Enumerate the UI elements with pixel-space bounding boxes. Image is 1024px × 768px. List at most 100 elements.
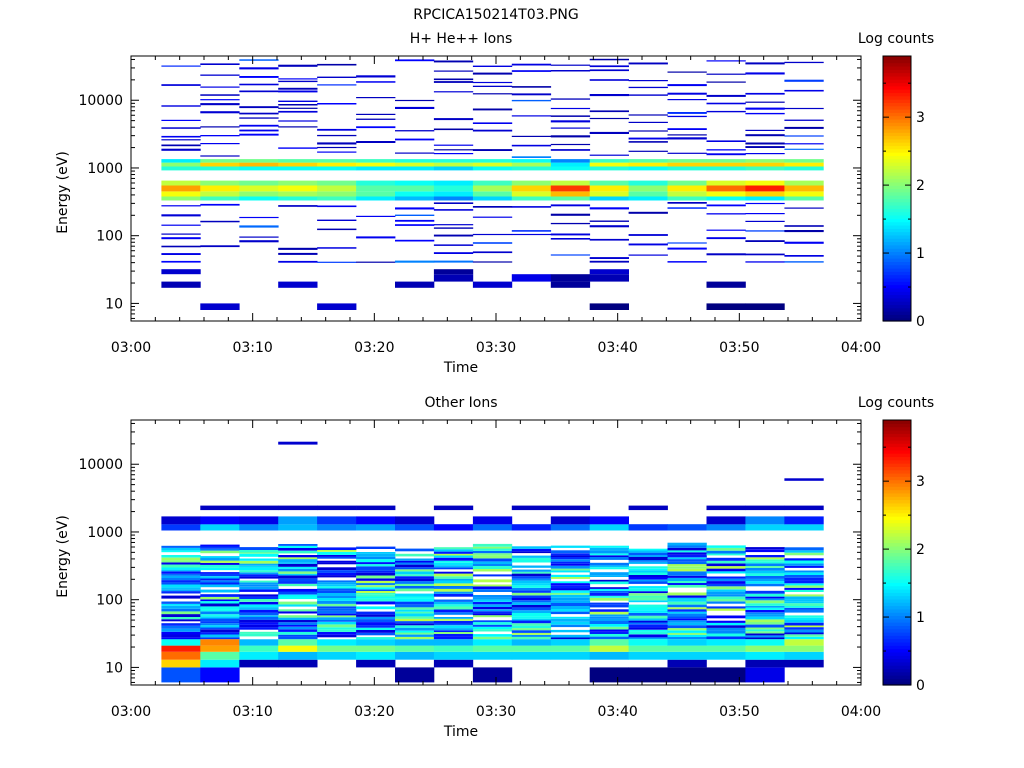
spectrogram-cell: [278, 555, 318, 558]
colorbar-segment: [883, 274, 911, 279]
spectrogram-cell: [784, 639, 824, 646]
spectrogram-cell: [356, 587, 396, 590]
x-tick-label: 04:00: [841, 704, 881, 720]
spectrogram-cell: [511, 571, 552, 574]
spectrogram-cell: [706, 162, 746, 167]
spectrogram-cell: [550, 629, 591, 633]
spectrogram-cell: [433, 659, 474, 668]
spectrogram-cell: [706, 568, 746, 572]
spectrogram-cell: [239, 584, 279, 587]
spectrogram-cell: [356, 637, 396, 640]
spectrogram-cell: [784, 659, 824, 668]
spectrogram-cell: [395, 281, 435, 288]
spectrogram-cell: [667, 564, 707, 567]
spectrogram-cell: [356, 572, 396, 576]
spectrogram-cell: [278, 571, 318, 574]
spectrogram-cell: [706, 180, 746, 186]
spectrogram-cell: [356, 524, 396, 531]
spectrogram-cell: [745, 129, 785, 131]
spectrogram-cell: [433, 244, 474, 246]
spectrogram-cell: [511, 580, 552, 584]
spectrogram-cell: [706, 563, 746, 567]
spectrogram-cell: [200, 103, 240, 106]
spectrogram-cell: [628, 604, 668, 608]
spectrogram-cell: [589, 117, 629, 120]
spectrogram-cell: [200, 126, 240, 128]
spectrogram-cell: [628, 586, 668, 589]
spectrogram-cell: [433, 166, 474, 171]
spectrogram-cell: [745, 230, 785, 232]
spectrogram-cell: [511, 524, 552, 531]
colorbar-segment: [883, 109, 911, 113]
spectrogram-cell: [667, 134, 707, 136]
spectrogram-cell: [317, 247, 357, 249]
spectrogram-cell: [667, 578, 707, 581]
spectrogram-cell: [472, 604, 513, 607]
colorbar-segment: [883, 85, 911, 90]
spectrogram-cell: [317, 645, 357, 652]
spectrogram-cell: [433, 196, 474, 201]
spectrogram-cell: [667, 137, 707, 140]
spectrogram-cell: [706, 140, 746, 142]
spectrogram-cell: [745, 561, 785, 564]
spectrogram-cell: [628, 612, 668, 616]
spectrogram-cell: [667, 128, 707, 130]
spectrogram-cell: [200, 185, 240, 192]
spectrogram-cell: [550, 651, 591, 660]
spectrogram-cell: [784, 185, 824, 192]
spectrogram-cell: [472, 586, 513, 589]
spectrogram-cell: [511, 63, 552, 66]
spectrogram-cell: [472, 639, 513, 646]
spectrogram-cell: [745, 547, 785, 550]
spectrogram-cell: [589, 602, 629, 605]
spectrogram-cell: [745, 557, 785, 560]
spectrogram-cell: [589, 220, 629, 222]
spectrogram-cell: [239, 631, 279, 634]
spectrogram-cell: [550, 274, 591, 282]
spectrogram-cell: [239, 524, 279, 531]
spectrogram-cell: [200, 86, 240, 88]
spectrogram-cell: [395, 239, 435, 242]
spectrogram-cell: [745, 180, 785, 186]
spectrogram-cell: [667, 547, 707, 551]
spectrogram-cell: [706, 557, 746, 561]
spectrogram-cell: [200, 558, 240, 561]
spectrogram-cell: [278, 441, 318, 445]
spectrogram-cell: [356, 630, 396, 633]
spectrogram-cell: [472, 553, 513, 556]
spectrogram-cell: [511, 505, 552, 511]
colorbar-segment: [883, 142, 911, 147]
spectrogram-cell: [278, 162, 318, 167]
spectrogram-cell: [706, 102, 746, 105]
colorbar-segment: [883, 608, 911, 613]
spectrogram-cell: [628, 600, 668, 603]
colorbar-segment: [883, 552, 911, 557]
spectrogram-cell: [745, 629, 785, 632]
spectrogram-cell: [200, 560, 240, 563]
spectrogram-cell: [745, 92, 785, 95]
colorbar-segment: [883, 105, 911, 110]
spectrogram-cell: [628, 637, 668, 640]
spectrogram-cell: [317, 516, 357, 525]
spectrogram-cell: [239, 216, 279, 219]
spectrogram-cell: [395, 524, 435, 531]
spectrogram-cell: [667, 71, 707, 73]
spectrogram-cell: [161, 281, 201, 288]
spectrogram-cell: [706, 60, 746, 62]
spectrogram-cell: [356, 180, 396, 186]
spectrogram-cell: [278, 557, 318, 560]
spectrogram-cell: [433, 571, 474, 574]
colorbar-segment: [883, 681, 911, 686]
spectrogram-cell: [433, 591, 474, 594]
spectrogram-cell: [511, 628, 552, 631]
spectrogram-cell: [511, 590, 552, 593]
spectrogram-cell: [784, 560, 824, 564]
spectrogram-cell: [433, 633, 474, 637]
spectrogram-cell: [628, 645, 668, 652]
spectrogram-cell: [784, 79, 824, 82]
spectrogram-cell: [550, 603, 591, 606]
spectrogram-cell: [628, 667, 668, 683]
y-tick-label: 100: [96, 229, 123, 245]
spectrogram-cell: [395, 630, 435, 633]
spectrogram-cell: [161, 65, 201, 67]
